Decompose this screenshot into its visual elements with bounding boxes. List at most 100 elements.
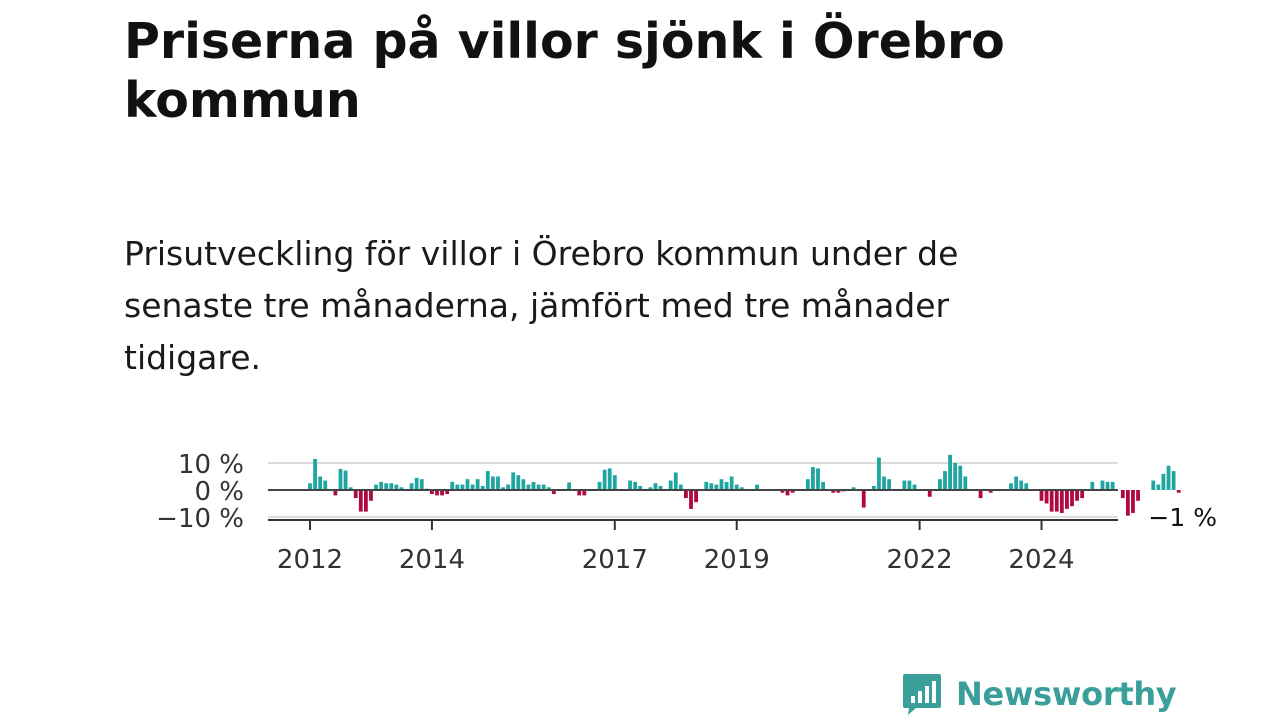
bar (308, 483, 312, 490)
bar (1136, 490, 1140, 501)
bar (724, 481, 729, 490)
bar (511, 472, 516, 490)
bar (709, 483, 714, 490)
bar (1039, 490, 1044, 501)
bar (927, 490, 932, 497)
bar (938, 479, 942, 490)
bar (1161, 473, 1166, 490)
bar (871, 485, 876, 490)
bar (455, 484, 460, 490)
bar (313, 458, 317, 490)
bar (821, 481, 825, 490)
bar (551, 490, 556, 495)
bar (374, 484, 378, 490)
bar (1024, 483, 1029, 490)
axis-layer (268, 489, 1118, 530)
bar (353, 490, 358, 499)
bar (516, 475, 521, 490)
bar (851, 487, 856, 490)
bar (831, 490, 836, 493)
chart-subtitle: Prisutveckling för villor i Örebro kommu… (124, 234, 959, 377)
bar (465, 479, 470, 490)
bar (1019, 480, 1024, 490)
bar (628, 480, 632, 490)
bar (394, 484, 399, 490)
bar (704, 481, 709, 490)
bar (501, 487, 505, 490)
bar (460, 484, 465, 490)
bar (430, 490, 434, 495)
chart-title: Priserna på villor sjönk i Örebro kommun (124, 13, 1005, 129)
label-layer: 10 %0 %−10 % 2012 2014 2017 2019 2022 2024 −1 % (156, 450, 1217, 575)
bar (1014, 476, 1019, 490)
bar (475, 479, 480, 490)
bar (714, 484, 719, 490)
bar (1100, 480, 1105, 490)
bar (546, 487, 551, 490)
bar (363, 490, 368, 512)
bar (755, 484, 759, 490)
grid-layer (268, 462, 1118, 518)
bar (836, 490, 841, 493)
bar (582, 490, 587, 496)
last-value-label: −1 % (1148, 503, 1217, 532)
bar (607, 468, 612, 490)
bar (1075, 490, 1079, 501)
bar (450, 481, 455, 490)
bar (739, 487, 744, 490)
bar (1171, 471, 1176, 490)
bar (678, 484, 683, 490)
bar (658, 485, 663, 490)
bar (419, 479, 424, 490)
bar (912, 484, 917, 490)
bar (1131, 490, 1135, 513)
bar (1065, 490, 1069, 509)
bar (638, 485, 643, 490)
bar (333, 490, 338, 496)
bar (1080, 490, 1085, 499)
bar (948, 454, 952, 490)
bar (343, 470, 348, 490)
x-tick-label: 2019 (704, 545, 770, 575)
bar (816, 468, 820, 490)
bar (506, 484, 511, 490)
bar (348, 487, 353, 490)
bar (902, 480, 907, 490)
x-tick-label: 2024 (1008, 545, 1074, 575)
bar (445, 490, 450, 495)
bar (780, 490, 785, 493)
bar (963, 476, 968, 490)
bar (338, 468, 343, 490)
bar (648, 487, 653, 490)
bar (668, 480, 673, 490)
bar (653, 483, 658, 490)
bar (541, 484, 546, 490)
bar (1110, 481, 1115, 490)
x-tick-label: 2014 (399, 545, 465, 575)
bar (496, 476, 500, 490)
bar (414, 477, 419, 490)
bar (521, 479, 526, 490)
bar (811, 467, 815, 490)
bar (988, 490, 993, 493)
bar (1125, 490, 1130, 516)
bar (323, 480, 328, 490)
bar (719, 479, 724, 490)
bar (1009, 483, 1013, 490)
bar (1059, 490, 1064, 513)
bar (805, 479, 810, 490)
bar (1054, 490, 1059, 512)
bar (1151, 480, 1156, 490)
bar (877, 457, 881, 490)
bar (953, 463, 958, 490)
bar (369, 490, 373, 501)
bar (1120, 490, 1125, 499)
bar (409, 483, 414, 490)
bar (861, 490, 866, 508)
y-tick-label: −10 % (156, 504, 244, 534)
bar (470, 484, 475, 490)
bar (694, 490, 698, 503)
x-tick-label: 2017 (582, 545, 648, 575)
bar (689, 490, 693, 509)
bar (531, 481, 536, 490)
